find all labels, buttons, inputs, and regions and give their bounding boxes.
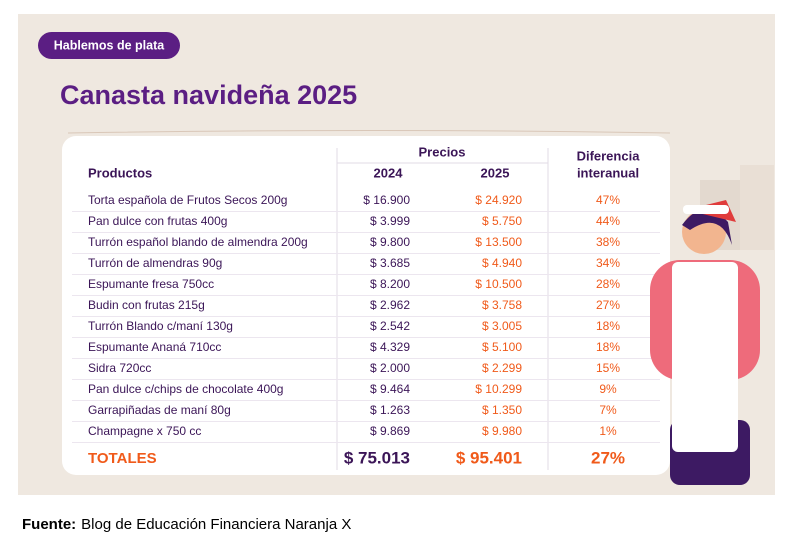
illustration	[650, 200, 760, 485]
title: Canasta navideña 2025	[60, 80, 357, 110]
cell: $ 24.920	[475, 193, 522, 207]
column-header: Diferencia	[577, 148, 641, 163]
cell: $ 1.350	[482, 403, 522, 417]
cell: 7%	[599, 403, 617, 417]
column-header: 2024	[374, 165, 404, 180]
garland	[67, 130, 671, 134]
cell: $ 16.900	[363, 193, 410, 207]
cell: 47%	[596, 193, 620, 207]
cell: $ 3.005	[482, 319, 522, 333]
cell: $ 9.980	[482, 424, 522, 438]
cell: Champagne x 750 cc	[88, 424, 201, 438]
cell: $ 13.500	[475, 235, 522, 249]
table-card	[62, 136, 670, 475]
column-header: interanual	[577, 165, 639, 180]
cell: $ 4.940	[482, 256, 522, 270]
cell: $ 10.500	[475, 277, 522, 291]
total-cell: $ 95.401	[456, 448, 522, 467]
total-cell: $ 75.013	[344, 448, 410, 467]
cell: $ 9.464	[370, 382, 410, 396]
footer-text: Blog de Educación Financiera Naranja X	[81, 516, 351, 533]
cell: 44%	[596, 214, 620, 228]
cell: 18%	[596, 340, 620, 354]
column-header: Precios	[419, 144, 466, 159]
cell: $ 3.685	[370, 256, 410, 270]
column-header: Productos	[88, 165, 152, 180]
cell: Garrapiñadas de maní 80g	[88, 403, 231, 417]
badge	[38, 32, 180, 59]
cell: Espumante fresa 750cc	[88, 277, 214, 291]
cell: 27%	[596, 298, 620, 312]
cell: 38%	[596, 235, 620, 249]
cell: $ 9.869	[370, 424, 410, 438]
cell: 9%	[599, 382, 617, 396]
cell: Pan dulce c/chips de chocolate 400g	[88, 382, 283, 396]
cell: $ 2.962	[370, 298, 410, 312]
column-header: 2025	[481, 165, 510, 180]
cell: 34%	[596, 256, 620, 270]
cell: $ 2.299	[482, 361, 522, 375]
cell: $ 3.758	[482, 298, 522, 312]
cell: $ 3.999	[370, 214, 410, 228]
cell: $ 9.800	[370, 235, 410, 249]
total-cell: 27%	[591, 448, 625, 467]
cell: $ 2.000	[370, 361, 410, 375]
cell: $ 2.542	[370, 319, 410, 333]
cell: Pan dulce con frutas 400g	[88, 214, 227, 228]
cell: Turrón de almendras 90g	[88, 256, 222, 270]
cell: 18%	[596, 319, 620, 333]
table-body: Torta española de Frutos Secos 200g $ 16.…	[72, 193, 660, 467]
cell: Sidra 720cc	[88, 361, 151, 375]
cell: Turrón Blando c/maní 130g	[88, 319, 233, 333]
cell: $ 4.329	[370, 340, 410, 354]
cell: $ 5.750	[482, 214, 522, 228]
cell: $ 5.100	[482, 340, 522, 354]
cell: 15%	[596, 361, 620, 375]
cell: 1%	[599, 424, 617, 438]
footer: Fuente: Blog de Educación Financiera Nara…	[22, 516, 351, 533]
cell: Torta española de Frutos Secos 200g	[88, 193, 287, 207]
total-cell: TOTALES	[88, 450, 157, 467]
cell: Espumante Ananá 710cc	[88, 340, 221, 354]
cell: $ 8.200	[370, 277, 410, 291]
cell: $ 10.299	[475, 382, 522, 396]
cell: 28%	[596, 277, 620, 291]
cell: Turrón español blando de almendra 200g	[88, 235, 308, 249]
cell: Budin con frutas 215g	[88, 298, 205, 312]
cell: $ 1.263	[370, 403, 410, 417]
badge-text: Hablemos de plata	[54, 38, 165, 52]
gift-box	[740, 165, 774, 250]
footer-label: Fuente:	[22, 516, 76, 533]
